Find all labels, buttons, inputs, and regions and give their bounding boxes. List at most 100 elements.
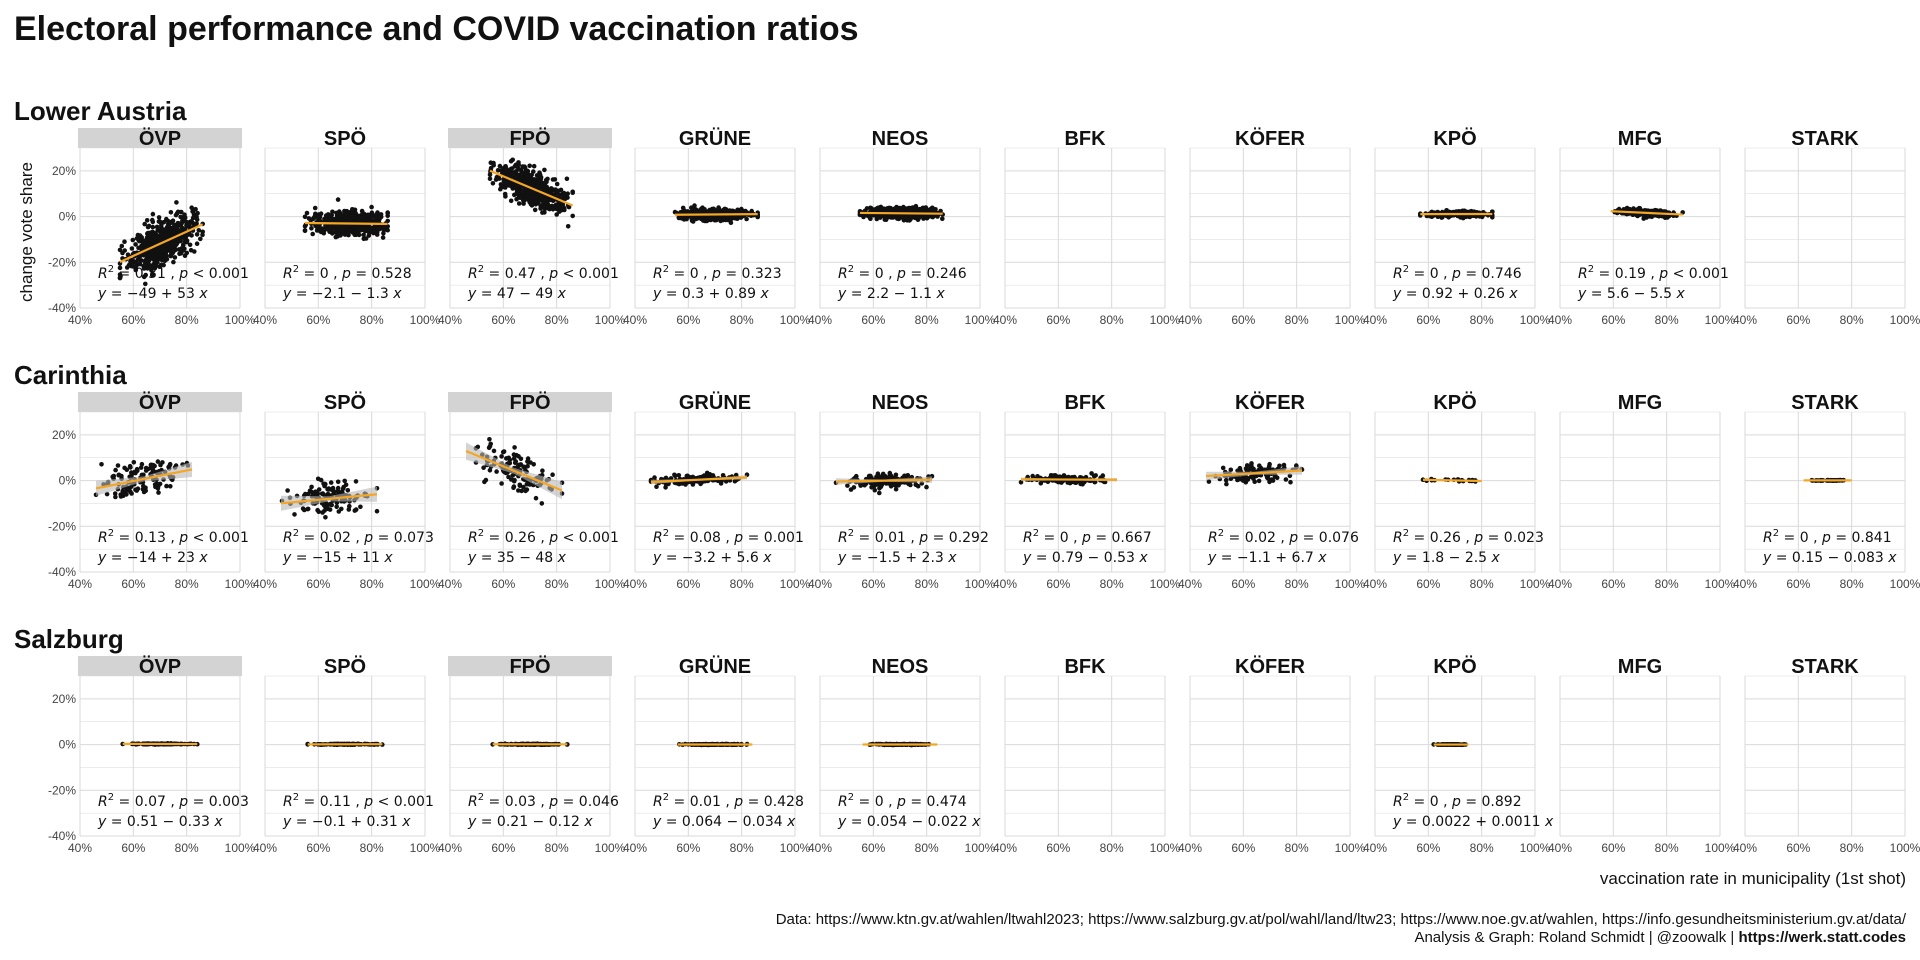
- data-point: [514, 173, 520, 178]
- y-tick-label: 0%: [59, 210, 77, 224]
- data-point: [133, 242, 138, 247]
- points: [302, 197, 391, 242]
- data-point: [373, 216, 379, 222]
- data-point: [139, 472, 145, 478]
- data-point: [512, 477, 517, 483]
- x-tick-label: 100%: [1150, 313, 1181, 327]
- data-point: [537, 198, 542, 203]
- data-point: [122, 248, 127, 253]
- data-point: [524, 481, 530, 487]
- x-tick-label: 100%: [780, 313, 811, 327]
- x-tick-label: 100%: [595, 577, 626, 591]
- data-point: [140, 240, 146, 246]
- data-point: [334, 500, 340, 506]
- r-squared-label: R2 = 0.02 , p = 0.073: [283, 528, 434, 546]
- data-point: [164, 216, 169, 222]
- data-point: [542, 181, 548, 186]
- data-point: [1267, 479, 1272, 485]
- data-point: [139, 258, 144, 263]
- regression-equation: y = −49 + 53 x: [97, 286, 208, 302]
- data-point: [168, 210, 174, 215]
- regression-equation: y = 1.8 − 2.5 x: [1392, 550, 1501, 566]
- data-point: [190, 209, 195, 214]
- r-squared-label: R2 = 0 , p = 0.323: [653, 264, 782, 282]
- data-point: [115, 463, 121, 468]
- data-point: [1100, 473, 1106, 478]
- data-point: [564, 176, 570, 182]
- data-point: [1627, 206, 1632, 212]
- x-tick-label: 60%: [1416, 577, 1440, 591]
- data-point: [380, 235, 386, 240]
- data-point: [153, 256, 158, 261]
- r-squared-label: R2 = 0.13 , p < 0.001: [98, 528, 249, 546]
- x-tick-label: 40%: [808, 313, 832, 327]
- panel-grid: [819, 147, 981, 309]
- region-title: Carinthia: [14, 360, 127, 390]
- data-point: [368, 225, 374, 231]
- data-point: [285, 488, 290, 493]
- x-tick-label: 100%: [1335, 577, 1366, 591]
- panel-grid: [1744, 147, 1906, 309]
- data-point: [481, 465, 486, 471]
- data-point: [124, 492, 129, 497]
- data-point: [864, 206, 870, 211]
- y-tick-label: -40%: [48, 565, 76, 579]
- x-tick-label: 80%: [175, 841, 199, 855]
- data-point: [385, 210, 391, 216]
- x-tick-label: 60%: [1231, 313, 1255, 327]
- x-tick-label: 80%: [1655, 577, 1679, 591]
- x-tick-label: 60%: [1786, 577, 1810, 591]
- data-point: [350, 208, 356, 213]
- data-point: [328, 480, 334, 485]
- data-point: [163, 227, 169, 232]
- data-point: [155, 228, 160, 233]
- data-point: [885, 206, 891, 211]
- panel-grid: [1004, 411, 1166, 573]
- data-point: [697, 208, 702, 214]
- data-point: [322, 503, 327, 508]
- data-point: [194, 232, 200, 237]
- data-point: [161, 219, 167, 225]
- x-tick-label: 40%: [1363, 577, 1387, 591]
- data-point: [654, 484, 659, 490]
- data-point: [174, 200, 179, 205]
- data-point: [550, 472, 555, 478]
- x-tick-label: 100%: [410, 313, 441, 327]
- data-point: [135, 232, 141, 238]
- regression-equation: y = 5.6 − 5.5 x: [1577, 286, 1686, 302]
- x-tick-label: 80%: [730, 313, 754, 327]
- data-point: [168, 484, 173, 489]
- data-point: [755, 214, 760, 220]
- x-tick-label: 40%: [993, 313, 1017, 327]
- data-point: [488, 165, 494, 171]
- fit-line: [650, 476, 748, 484]
- data-point: [565, 224, 571, 229]
- r-squared-label: R2 = 0.19 , p < 0.001: [1578, 264, 1729, 282]
- y-tick-label: 0%: [59, 738, 77, 752]
- data-point: [345, 230, 350, 236]
- data-point: [547, 206, 552, 212]
- data-point: [157, 219, 163, 224]
- data-point: [363, 236, 369, 241]
- x-tick-label: 60%: [861, 313, 885, 327]
- x-tick-label: 40%: [1178, 577, 1202, 591]
- data-point: [117, 275, 123, 280]
- x-tick-label: 80%: [915, 313, 939, 327]
- data-point: [896, 214, 901, 219]
- data-point: [540, 468, 545, 474]
- data-point: [312, 205, 318, 211]
- r-squared-label: R2 = 0 , p = 0.246: [838, 264, 967, 282]
- data-point: [529, 172, 534, 178]
- panel-grid: [264, 411, 426, 573]
- x-tick-label: 100%: [225, 841, 256, 855]
- data-point: [508, 158, 514, 164]
- x-tick-label: 100%: [1520, 313, 1551, 327]
- facet-label: SPÖ: [324, 391, 366, 414]
- x-tick-label: 80%: [730, 577, 754, 591]
- data-point: [330, 231, 335, 236]
